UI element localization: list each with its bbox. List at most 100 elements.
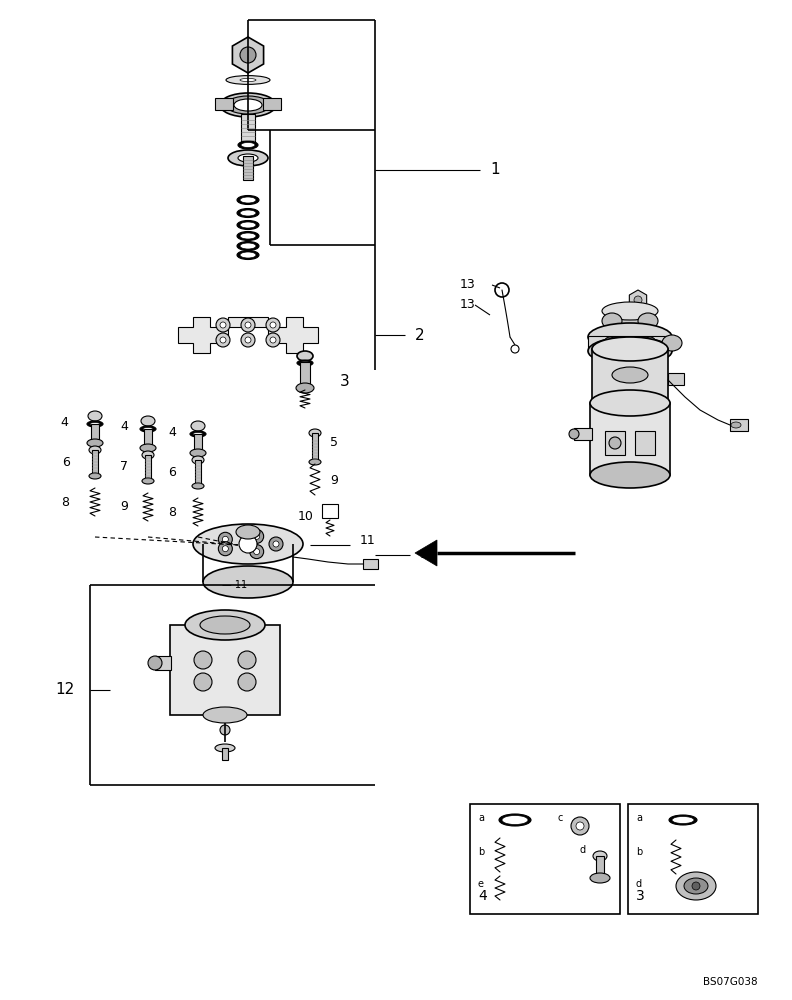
Text: 4: 4 bbox=[60, 416, 68, 428]
Text: b: b bbox=[636, 847, 642, 857]
Ellipse shape bbox=[237, 221, 259, 230]
Ellipse shape bbox=[234, 99, 262, 111]
Text: BS07G038: BS07G038 bbox=[703, 977, 758, 987]
Ellipse shape bbox=[309, 459, 321, 465]
Text: 8: 8 bbox=[61, 495, 69, 508]
Text: 10: 10 bbox=[298, 510, 314, 522]
Text: 9: 9 bbox=[330, 474, 338, 487]
Circle shape bbox=[624, 337, 636, 349]
Circle shape bbox=[245, 322, 251, 328]
Text: a: a bbox=[478, 813, 484, 823]
Ellipse shape bbox=[200, 616, 250, 634]
Circle shape bbox=[253, 549, 260, 555]
Circle shape bbox=[253, 533, 260, 539]
Ellipse shape bbox=[89, 446, 101, 454]
Circle shape bbox=[220, 725, 230, 735]
Ellipse shape bbox=[590, 390, 670, 416]
Text: 1: 1 bbox=[490, 162, 500, 178]
Bar bbox=[145, 455, 151, 481]
Text: 2: 2 bbox=[415, 328, 425, 342]
Bar bbox=[322, 504, 338, 518]
Circle shape bbox=[692, 882, 700, 890]
Bar bbox=[92, 450, 98, 476]
Text: d: d bbox=[580, 845, 586, 855]
Ellipse shape bbox=[142, 478, 154, 484]
Text: d: d bbox=[636, 879, 642, 889]
Circle shape bbox=[240, 47, 256, 63]
Ellipse shape bbox=[602, 313, 622, 329]
Circle shape bbox=[194, 673, 212, 691]
Ellipse shape bbox=[90, 422, 100, 426]
Ellipse shape bbox=[238, 154, 258, 162]
Ellipse shape bbox=[669, 815, 697, 825]
Ellipse shape bbox=[185, 610, 265, 640]
Ellipse shape bbox=[226, 96, 270, 114]
Ellipse shape bbox=[142, 451, 154, 459]
Circle shape bbox=[569, 429, 579, 439]
Circle shape bbox=[604, 337, 616, 349]
Ellipse shape bbox=[238, 141, 258, 149]
Ellipse shape bbox=[237, 209, 259, 218]
Text: — 11: — 11 bbox=[222, 580, 247, 590]
Bar bbox=[363, 559, 378, 569]
Circle shape bbox=[223, 546, 228, 552]
Bar bbox=[605, 431, 625, 455]
Ellipse shape bbox=[593, 851, 607, 861]
Bar bbox=[215, 98, 233, 110]
Bar bbox=[194, 434, 202, 452]
Text: 7: 7 bbox=[120, 460, 128, 474]
Ellipse shape bbox=[192, 483, 204, 489]
Text: e: e bbox=[478, 879, 484, 889]
Circle shape bbox=[511, 345, 519, 353]
Polygon shape bbox=[630, 290, 646, 310]
Ellipse shape bbox=[502, 816, 528, 824]
Ellipse shape bbox=[236, 525, 260, 539]
Bar bbox=[588, 336, 672, 351]
Text: 13: 13 bbox=[460, 298, 476, 312]
Text: 4: 4 bbox=[478, 889, 487, 903]
Polygon shape bbox=[232, 37, 264, 73]
Circle shape bbox=[245, 337, 251, 343]
Circle shape bbox=[273, 541, 279, 547]
Text: 4: 4 bbox=[120, 420, 128, 434]
Circle shape bbox=[239, 535, 257, 553]
Ellipse shape bbox=[608, 304, 652, 322]
Ellipse shape bbox=[662, 335, 682, 351]
Circle shape bbox=[219, 542, 232, 556]
Circle shape bbox=[266, 333, 280, 347]
Ellipse shape bbox=[87, 439, 103, 447]
Bar bbox=[222, 748, 228, 760]
Circle shape bbox=[576, 822, 584, 830]
Bar bbox=[668, 373, 684, 385]
Ellipse shape bbox=[237, 250, 259, 259]
Circle shape bbox=[216, 318, 230, 332]
Bar bbox=[91, 424, 99, 442]
Circle shape bbox=[219, 532, 232, 546]
Ellipse shape bbox=[240, 78, 256, 82]
Ellipse shape bbox=[588, 337, 672, 365]
Ellipse shape bbox=[191, 421, 205, 431]
Ellipse shape bbox=[140, 426, 156, 432]
Circle shape bbox=[220, 337, 226, 343]
Bar bbox=[263, 98, 281, 110]
Ellipse shape bbox=[590, 873, 610, 883]
Ellipse shape bbox=[309, 429, 321, 437]
Polygon shape bbox=[178, 317, 318, 353]
Circle shape bbox=[241, 333, 255, 347]
Ellipse shape bbox=[240, 252, 256, 258]
Circle shape bbox=[194, 651, 212, 669]
Ellipse shape bbox=[226, 76, 270, 84]
Ellipse shape bbox=[240, 197, 256, 203]
Bar bbox=[616, 311, 644, 329]
Text: 3: 3 bbox=[636, 889, 645, 903]
Text: 11: 11 bbox=[360, 534, 375, 546]
Circle shape bbox=[609, 437, 621, 449]
Ellipse shape bbox=[612, 367, 648, 383]
Ellipse shape bbox=[143, 428, 153, 430]
Ellipse shape bbox=[240, 222, 256, 228]
Bar bbox=[144, 429, 152, 447]
Text: 8: 8 bbox=[168, 506, 176, 518]
Text: 6: 6 bbox=[168, 466, 176, 479]
Bar bbox=[730, 419, 748, 431]
Ellipse shape bbox=[240, 243, 256, 249]
